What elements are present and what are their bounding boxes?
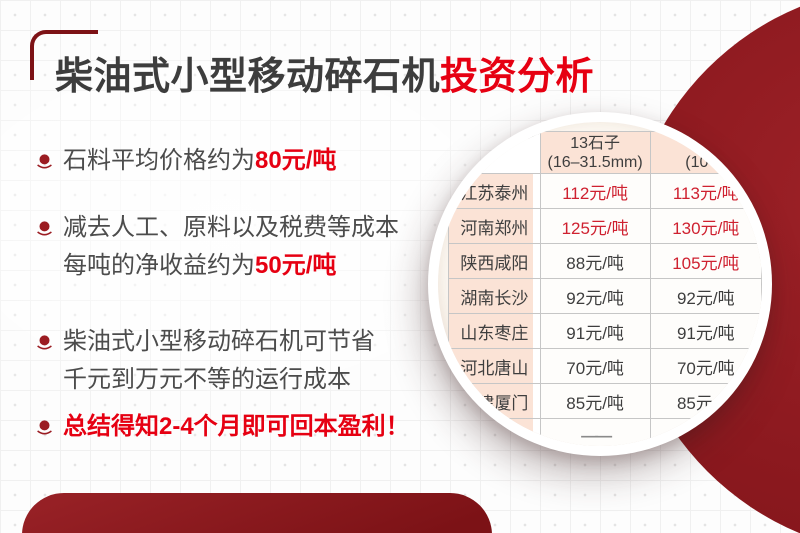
city-cell: 江苏泰州 [448, 173, 541, 209]
price-cell [649, 418, 762, 446]
price-cell: 113元/吨 [649, 173, 762, 209]
stone-price-table: 13石子 (16–31.5mm) (10–2 江苏泰州 112元/吨 113元/… [448, 131, 762, 446]
price-cell: 105元/吨 [649, 243, 762, 279]
city-cell: 福建厦门 [448, 383, 541, 419]
price-cell: 91元/吨 [539, 313, 651, 349]
bullet-item-net-income: 减去人工、原料以及税费等成本 每吨的净收益约为50元/吨 [36, 209, 399, 285]
price-cell: 88元/吨 [539, 243, 651, 279]
table-row: 河南郑州 125元/吨 130元/吨 [448, 208, 762, 244]
table-header-col1: 13石子 (16–31.5mm) [539, 131, 651, 174]
city-cell: 陕西咸阳 [448, 243, 541, 279]
dot-arc-bullet-icon [37, 335, 52, 350]
bullet-text-highlight: 80元/吨 [255, 147, 337, 174]
bullet-item-price: 石料平均价格约为80元/吨 [36, 142, 336, 180]
city-cell: 山东枣庄 [448, 313, 541, 349]
city-cell: 河南郑州 [448, 208, 541, 244]
table-row: 山东枣庄 91元/吨 91元/吨 [448, 313, 762, 349]
price-cell: 112元/吨 [539, 173, 651, 209]
table-row: 福建厦门 85元/吨 85元/吨 [448, 383, 762, 419]
city-cell [448, 418, 541, 446]
title-corner-bracket [30, 30, 98, 80]
dot-arc-bullet-icon [37, 154, 52, 169]
bullet-text: 总结得知2-4个月即可回本盈利！ [63, 408, 410, 446]
price-cell: 91元/吨 [649, 313, 762, 349]
page-title: 柴油式小型移动碎石机投资分析 [55, 56, 594, 98]
bullet-text-normal: 每吨的净收益约为 [63, 252, 255, 279]
price-table-magnifier: 13石子 (16–31.5mm) (10–2 江苏泰州 112元/吨 113元/… [428, 112, 772, 456]
bullet-text-highlight: 50元/吨 [255, 252, 337, 279]
header-line [651, 134, 761, 153]
table-header-col2: (10–2 [649, 131, 762, 174]
price-cell: —— [539, 418, 651, 446]
bullet-line: 柴油式小型移动碎石机可节省 [63, 328, 375, 355]
price-cell: 92元/吨 [649, 278, 762, 314]
bullet-text: 柴油式小型移动碎石机可节省 千元到万元不等的运行成本 [63, 323, 375, 399]
table-row: 陕西咸阳 88元/吨 105元/吨 [448, 243, 762, 279]
price-cell: 85元/吨 [649, 383, 762, 419]
title-main: 柴油式小型移动碎石机 [55, 56, 441, 98]
bullet-line: 千元到万元不等的运行成本 [63, 366, 351, 393]
table-header-row: 13石子 (16–31.5mm) (10–2 [448, 131, 762, 174]
table-row: 江苏泰州 112元/吨 113元/吨 [448, 173, 762, 209]
decor-bottom-band [22, 493, 492, 533]
bullet-text: 减去人工、原料以及税费等成本 每吨的净收益约为50元/吨 [63, 209, 399, 285]
city-cell: 湖南长沙 [448, 278, 541, 314]
dot-arc-bullet-icon [37, 221, 52, 236]
dot-arc-bullet-icon [37, 420, 52, 435]
bullet-text-normal: 石料平均价格约为 [63, 147, 255, 174]
bullet-item-cost-saving: 柴油式小型移动碎石机可节省 千元到万元不等的运行成本 [36, 323, 375, 399]
header-line: 13石子 [570, 134, 621, 152]
price-cell: 85元/吨 [539, 383, 651, 419]
price-cell: 70元/吨 [539, 348, 651, 384]
table-row: 湖南长沙 92元/吨 92元/吨 [448, 278, 762, 314]
table-row: 河北唐山 70元/吨 70元/吨 [448, 348, 762, 384]
city-cell: 河北唐山 [448, 348, 541, 384]
table-corner-cell [448, 131, 541, 174]
price-cell: 125元/吨 [539, 208, 651, 244]
table-row: —— [448, 418, 762, 446]
header-line: (16–31.5mm) [547, 153, 643, 171]
bullet-text: 石料平均价格约为80元/吨 [63, 142, 336, 180]
bullet-text-highlight: 总结得知2-4个月即可回本盈利！ [63, 413, 410, 440]
price-table-clip: 13石子 (16–31.5mm) (10–2 江苏泰州 112元/吨 113元/… [438, 122, 762, 446]
header-line: (10–2 [685, 153, 727, 171]
price-cell: 70元/吨 [649, 348, 762, 384]
title-highlight: 投资分析 [440, 56, 595, 98]
price-cell: 130元/吨 [649, 208, 762, 244]
bullet-item-conclusion: 总结得知2-4个月即可回本盈利！ [36, 408, 410, 446]
price-cell: 92元/吨 [539, 278, 651, 314]
bullet-line: 减去人工、原料以及税费等成本 [63, 214, 399, 241]
